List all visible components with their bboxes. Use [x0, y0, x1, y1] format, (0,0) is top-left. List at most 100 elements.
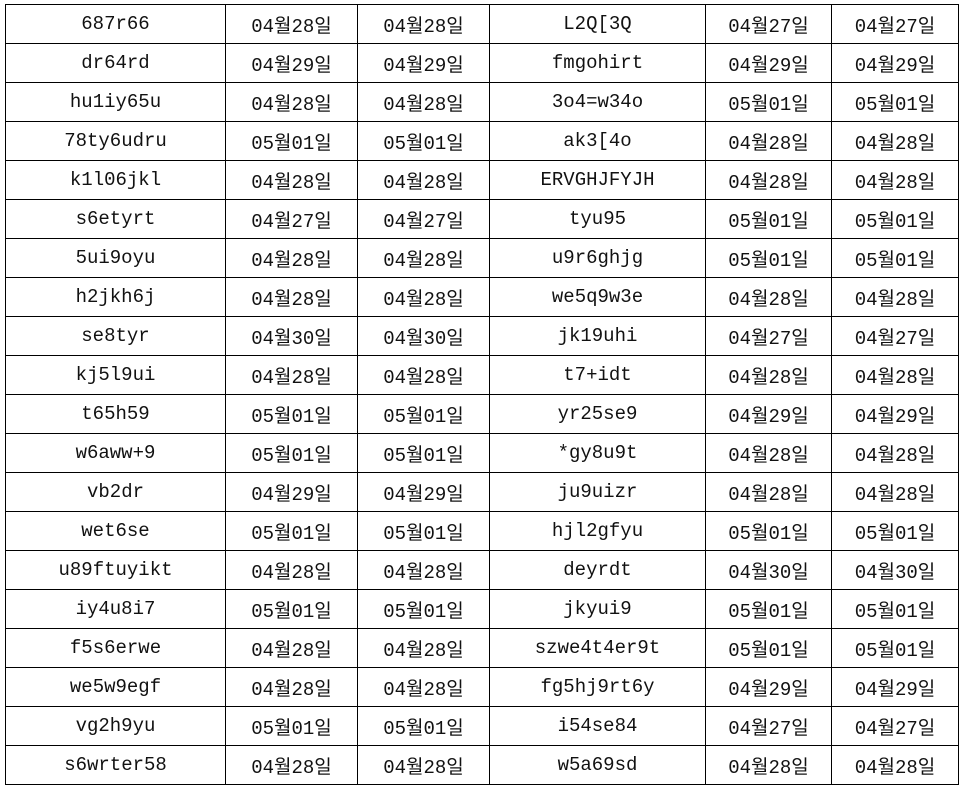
code-cell[interactable]: wet6se [5, 511, 226, 551]
code-cell[interactable]: s6etyrt [5, 199, 226, 239]
code-cell[interactable]: w5a69sd [489, 745, 706, 785]
date-cell[interactable]: 04월28일 [357, 160, 490, 200]
date-cell[interactable]: 04월28일 [357, 628, 490, 668]
code-cell[interactable]: hu1iy65u [5, 82, 226, 122]
date-cell[interactable]: 05월01일 [705, 238, 832, 278]
date-cell[interactable]: 04월29일 [357, 43, 490, 83]
code-cell[interactable]: jk19uhi [489, 316, 706, 356]
code-cell[interactable]: *gy8u9t [489, 433, 706, 473]
date-cell[interactable]: 05월01일 [705, 589, 832, 629]
code-cell[interactable]: ak3[4o [489, 121, 706, 161]
code-cell[interactable]: we5q9w3e [489, 277, 706, 317]
date-cell[interactable]: 04월28일 [831, 433, 959, 473]
date-cell[interactable]: 04월29일 [357, 472, 490, 512]
date-cell[interactable]: 04월28일 [831, 121, 959, 161]
code-cell[interactable]: se8tyr [5, 316, 226, 356]
date-cell[interactable]: 04월28일 [705, 355, 832, 395]
date-cell[interactable]: 05월01일 [225, 394, 358, 434]
code-cell[interactable]: vb2dr [5, 472, 226, 512]
date-cell[interactable]: 04월29일 [831, 43, 959, 83]
date-cell[interactable]: 04월28일 [225, 355, 358, 395]
code-cell[interactable]: s6wrter58 [5, 745, 226, 785]
date-cell[interactable]: 05월01일 [705, 199, 832, 239]
date-cell[interactable]: 05월01일 [705, 628, 832, 668]
date-cell[interactable]: 04월28일 [225, 745, 358, 785]
date-cell[interactable]: 04월28일 [225, 628, 358, 668]
date-cell[interactable]: 05월01일 [831, 238, 959, 278]
date-cell[interactable]: 05월01일 [831, 628, 959, 668]
date-cell[interactable]: 04월28일 [357, 355, 490, 395]
date-cell[interactable]: 04월28일 [705, 121, 832, 161]
date-cell[interactable]: 05월01일 [225, 433, 358, 473]
date-cell[interactable]: 04월29일 [705, 667, 832, 707]
date-cell[interactable]: 05월01일 [705, 82, 832, 122]
code-cell[interactable]: kj5l9ui [5, 355, 226, 395]
date-cell[interactable]: 04월27일 [831, 316, 959, 356]
date-cell[interactable]: 05월01일 [225, 589, 358, 629]
date-cell[interactable]: 05월01일 [225, 706, 358, 746]
date-cell[interactable]: 04월30일 [357, 316, 490, 356]
date-cell[interactable]: 04월28일 [225, 550, 358, 590]
code-cell[interactable]: f5s6erwe [5, 628, 226, 668]
date-cell[interactable]: 05월01일 [705, 511, 832, 551]
code-cell[interactable]: k1l06jkl [5, 160, 226, 200]
date-cell[interactable]: 04월27일 [357, 199, 490, 239]
date-cell[interactable]: 04월28일 [831, 160, 959, 200]
date-cell[interactable]: 04월27일 [831, 706, 959, 746]
date-cell[interactable]: 04월27일 [831, 4, 959, 44]
code-cell[interactable]: iy4u8i7 [5, 589, 226, 629]
date-cell[interactable]: 04월28일 [357, 550, 490, 590]
code-cell[interactable]: u9r6ghjg [489, 238, 706, 278]
date-cell[interactable]: 05월01일 [357, 394, 490, 434]
code-cell[interactable]: L2Q[3Q [489, 4, 706, 44]
date-cell[interactable]: 04월28일 [357, 667, 490, 707]
date-cell[interactable]: 05월01일 [357, 121, 490, 161]
date-cell[interactable]: 05월01일 [831, 589, 959, 629]
date-cell[interactable]: 04월28일 [831, 277, 959, 317]
date-cell[interactable]: 04월29일 [705, 43, 832, 83]
date-cell[interactable]: 04월28일 [357, 82, 490, 122]
code-cell[interactable]: jkyui9 [489, 589, 706, 629]
date-cell[interactable]: 04월28일 [225, 160, 358, 200]
date-cell[interactable]: 05월01일 [831, 82, 959, 122]
date-cell[interactable]: 04월28일 [225, 277, 358, 317]
code-cell[interactable]: 3o4=w34o [489, 82, 706, 122]
code-cell[interactable]: fmgohirt [489, 43, 706, 83]
date-cell[interactable]: 04월28일 [705, 745, 832, 785]
code-cell[interactable]: u89ftuyikt [5, 550, 226, 590]
code-cell[interactable]: 687r66 [5, 4, 226, 44]
date-cell[interactable]: 05월01일 [831, 199, 959, 239]
date-cell[interactable]: 04월30일 [705, 550, 832, 590]
code-cell[interactable]: t7+idt [489, 355, 706, 395]
date-cell[interactable]: 04월28일 [357, 4, 490, 44]
date-cell[interactable]: 04월29일 [225, 472, 358, 512]
date-cell[interactable]: 04월28일 [225, 667, 358, 707]
date-cell[interactable]: 04월28일 [705, 160, 832, 200]
date-cell[interactable]: 05월01일 [357, 706, 490, 746]
date-cell[interactable]: 04월28일 [357, 238, 490, 278]
code-cell[interactable]: w6aww+9 [5, 433, 226, 473]
date-cell[interactable]: 04월27일 [705, 4, 832, 44]
code-cell[interactable]: szwe4t4er9t [489, 628, 706, 668]
date-cell[interactable]: 05월01일 [225, 121, 358, 161]
date-cell[interactable]: 04월28일 [225, 238, 358, 278]
date-cell[interactable]: 04월29일 [705, 394, 832, 434]
date-cell[interactable]: 04월28일 [225, 4, 358, 44]
date-cell[interactable]: 04월28일 [357, 277, 490, 317]
code-cell[interactable]: we5w9egf [5, 667, 226, 707]
date-cell[interactable]: 05월01일 [357, 433, 490, 473]
date-cell[interactable]: 04월29일 [225, 43, 358, 83]
date-cell[interactable]: 04월28일 [831, 745, 959, 785]
date-cell[interactable]: 04월30일 [831, 550, 959, 590]
code-cell[interactable]: 5ui9oyu [5, 238, 226, 278]
date-cell[interactable]: 04월28일 [705, 472, 832, 512]
date-cell[interactable]: 04월28일 [831, 472, 959, 512]
code-cell[interactable]: ju9uizr [489, 472, 706, 512]
date-cell[interactable]: 05월01일 [225, 511, 358, 551]
code-cell[interactable]: 78ty6udru [5, 121, 226, 161]
date-cell[interactable]: 04월27일 [705, 316, 832, 356]
date-cell[interactable]: 04월28일 [357, 745, 490, 785]
date-cell[interactable]: 05월01일 [357, 589, 490, 629]
code-cell[interactable]: h2jkh6j [5, 277, 226, 317]
date-cell[interactable]: 04월27일 [705, 706, 832, 746]
